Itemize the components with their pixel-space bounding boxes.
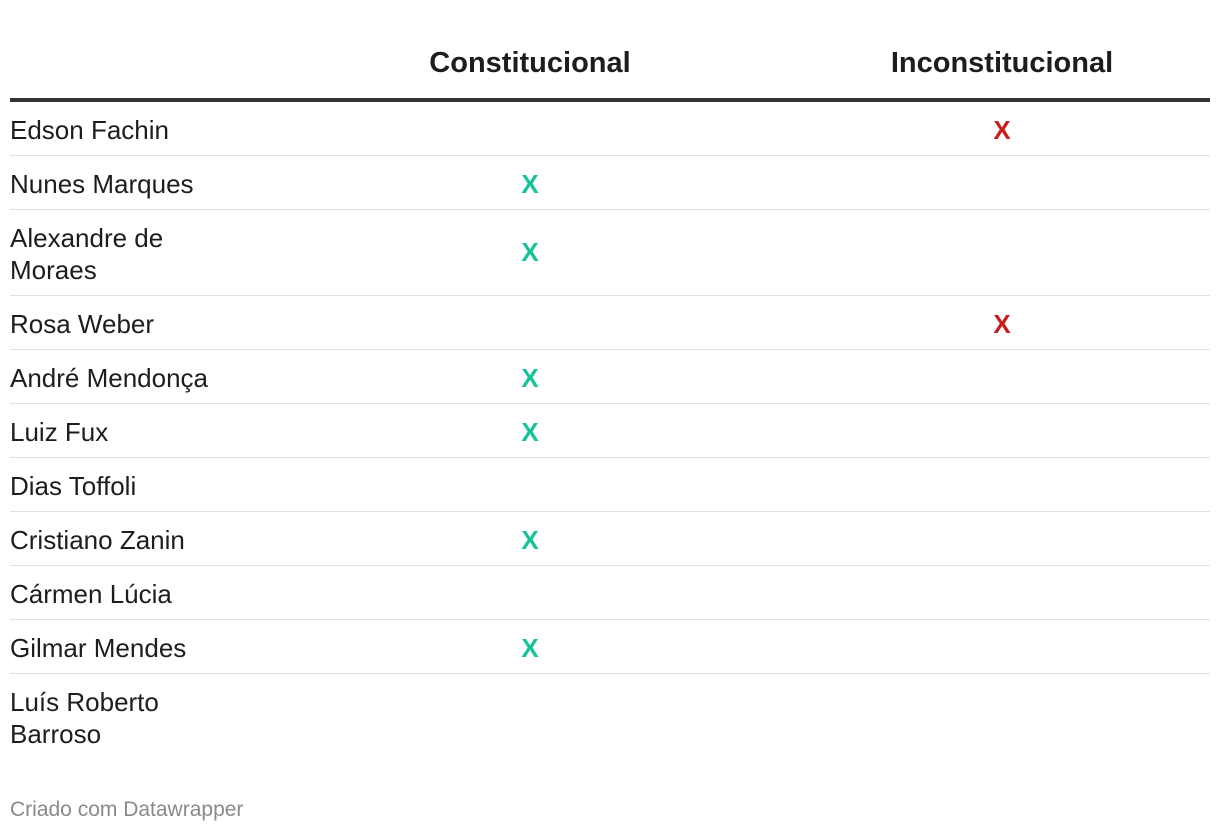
vote-table: Constitucional Inconstitucional Edson Fa… — [10, 0, 1210, 759]
table-row: Nunes Marques X — [10, 156, 1210, 210]
minister-name: Alexandre de Moraes — [10, 223, 164, 285]
table-row: Rosa Weber X — [10, 296, 1210, 350]
minister-name: Luiz Fux — [10, 417, 109, 447]
constitucional-mark: X — [521, 169, 539, 199]
table-row: André Mendonça X — [10, 350, 1210, 404]
minister-name: Luís Roberto Barroso — [10, 687, 159, 749]
inconstitucional-mark: X — [993, 309, 1011, 339]
constitucional-mark: X — [521, 633, 539, 663]
minister-name: Dias Toffoli — [10, 471, 137, 501]
table-row: Dias Toffoli — [10, 458, 1210, 512]
minister-name: Cristiano Zanin — [10, 525, 185, 555]
table-header: Constitucional Inconstitucional — [10, 0, 1210, 102]
column-header-inconstitucional: Inconstitucional — [890, 47, 1114, 79]
minister-name: Edson Fachin — [10, 115, 169, 145]
minister-name: Cármen Lúcia — [10, 579, 172, 609]
constitucional-mark: X — [521, 525, 539, 555]
datawrapper-credit: Criado com Datawrapper — [10, 798, 244, 821]
table-row: Cristiano Zanin X — [10, 512, 1210, 566]
table-row: Alexandre de Moraes X — [10, 210, 1210, 296]
minister-name: Rosa Weber — [10, 309, 155, 339]
inconstitucional-mark: X — [993, 115, 1011, 145]
table-row: Gilmar Mendes X — [10, 620, 1210, 674]
table-row: Luís Roberto Barroso — [10, 674, 1210, 759]
table-row: Luiz Fux X — [10, 404, 1210, 458]
constitucional-mark: X — [521, 363, 539, 393]
minister-name: Nunes Marques — [10, 169, 194, 199]
constitucional-mark: X — [521, 237, 539, 267]
minister-name: Gilmar Mendes — [10, 633, 187, 663]
constitucional-mark: X — [521, 417, 539, 447]
table-row: Edson Fachin X — [10, 102, 1210, 156]
minister-name: André Mendonça — [10, 363, 209, 393]
table-row: Cármen Lúcia — [10, 566, 1210, 620]
column-header-constitucional: Constitucional — [429, 47, 631, 79]
